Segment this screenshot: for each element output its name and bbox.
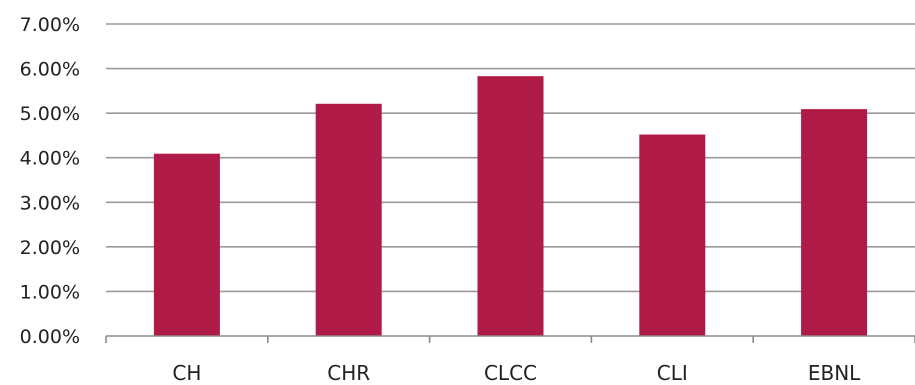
x-tick-label: CLI xyxy=(657,361,688,385)
y-tick-label: 1.00% xyxy=(20,281,80,303)
bar-ebnl xyxy=(801,109,868,336)
bar-cli xyxy=(639,134,706,336)
y-tick-label: 5.00% xyxy=(20,103,80,125)
x-tick-label: CHR xyxy=(327,361,370,385)
x-tick-label: CLCC xyxy=(484,361,537,385)
y-tick-label: 3.00% xyxy=(20,192,80,214)
bar-clcc xyxy=(477,76,544,337)
y-tick-label: 0.00% xyxy=(20,326,80,348)
bar-ch xyxy=(153,153,220,336)
x-tick-label: CH xyxy=(172,361,201,385)
x-tick-label: EBNL xyxy=(808,361,861,385)
bars xyxy=(153,76,868,337)
y-tick-label: 4.00% xyxy=(20,148,80,170)
y-axis: 0.00% 1.00% 2.00% 3.00% 4.00% 5.00% 6.00% 7.00% xyxy=(20,14,80,348)
bar-chr xyxy=(315,103,382,336)
y-tick-label: 7.00% xyxy=(20,14,80,36)
y-tick-label: 2.00% xyxy=(20,237,80,259)
x-axis: CH CHR CLCC CLI EBNL xyxy=(105,335,915,385)
y-tick-label: 6.00% xyxy=(20,59,80,81)
